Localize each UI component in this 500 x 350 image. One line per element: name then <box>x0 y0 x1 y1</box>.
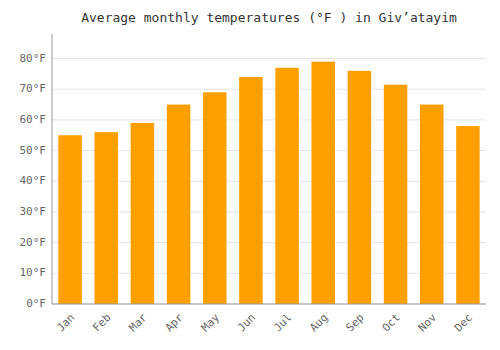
bar <box>275 68 299 304</box>
y-tick-label: 30°F <box>20 205 47 218</box>
bar <box>348 71 372 304</box>
bar <box>58 135 82 304</box>
x-tick-label: Jun <box>235 311 258 334</box>
grid-line <box>52 304 486 305</box>
bar <box>203 92 227 304</box>
x-tick-label: Mar <box>126 311 150 335</box>
chart-container: 0°F 10°F 20°F 30°F 40°F 50°F 60°F 70°F 80°F Jan Fe… <box>0 0 500 350</box>
x-tick-label: Sep <box>343 311 366 334</box>
chart-svg: 0°F 10°F 20°F 30°F 40°F 50°F 60°F 70°F 80°F Jan Fe… <box>0 0 500 350</box>
bar <box>94 132 118 304</box>
bars <box>58 62 479 304</box>
y-axis-line <box>52 34 53 304</box>
grid-line <box>52 89 486 90</box>
x-tick-label: Nov <box>416 311 440 335</box>
y-tick-label: 0°F <box>26 297 46 310</box>
y-ticks: 0°F 10°F 20°F 30°F 40°F 50°F 60°F 70°F 80°F <box>20 52 47 310</box>
title: Average monthly temperatures (°F ) in Gi… <box>81 10 457 25</box>
x-tick-label: May <box>199 311 223 335</box>
y-tick-label: 80°F <box>20 52 47 65</box>
bar <box>311 62 335 304</box>
bar <box>420 105 444 304</box>
x-tick-label: Jul <box>271 311 294 334</box>
grid <box>52 59 486 304</box>
x-ticks: Jan Feb Mar Apr May Jun Jul Aug Sep Oct Nov Dec <box>54 311 475 335</box>
y-tick-label: 70°F <box>20 82 47 95</box>
bar <box>384 85 408 304</box>
y-tick-label: 10°F <box>20 266 47 279</box>
y-tick-label: 50°F <box>20 144 47 157</box>
x-tick-label: Oct <box>380 311 403 334</box>
x-axis-line <box>52 304 486 305</box>
bar <box>456 126 480 304</box>
bar <box>239 77 263 304</box>
x-tick-label: Feb <box>90 311 113 334</box>
axes <box>52 34 486 304</box>
x-tick-label: Apr <box>163 311 187 335</box>
bar <box>167 105 191 304</box>
y-tick-label: 40°F <box>20 174 47 187</box>
x-tick-label: Aug <box>307 311 330 334</box>
x-tick-label: Jan <box>54 311 77 334</box>
grid-line <box>52 58 486 59</box>
y-tick-label: 60°F <box>20 113 47 126</box>
bar <box>131 123 155 304</box>
x-tick-label: Dec <box>452 311 475 334</box>
y-tick-label: 20°F <box>20 236 47 249</box>
